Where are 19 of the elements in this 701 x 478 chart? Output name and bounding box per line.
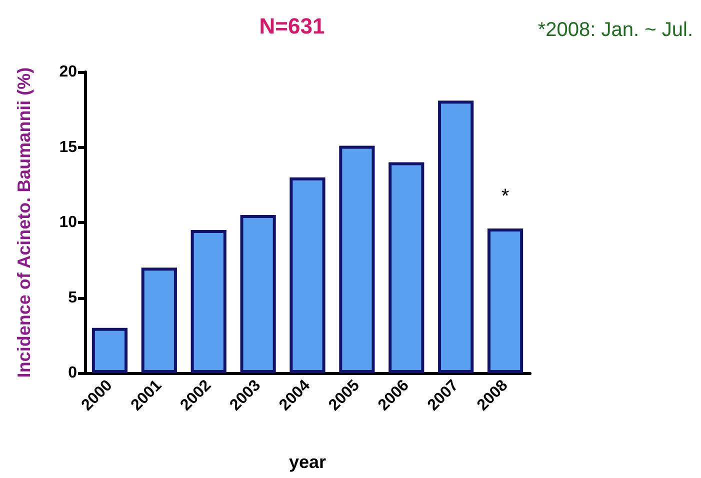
y-axis-title: Incidence of Acineto. Baumannii (%) — [14, 67, 34, 378]
bar — [141, 268, 177, 373]
y-tick-label: 20 — [59, 64, 78, 80]
bar — [487, 228, 524, 373]
x-axis-title: year — [288, 452, 326, 472]
y-tick-label: 15 — [59, 138, 78, 156]
bar — [438, 100, 474, 373]
chart-title: N=631 — [259, 14, 325, 38]
y-tick-label: 5 — [68, 289, 78, 306]
annotation: * — [501, 186, 510, 208]
bar — [339, 146, 375, 373]
y-tick-label: 0 — [68, 364, 78, 382]
bar — [290, 177, 326, 373]
bar — [240, 214, 276, 373]
bar — [388, 162, 424, 373]
bar — [92, 328, 128, 373]
text: *2008: Jan. ~ Jul. — [538, 19, 693, 41]
bar — [190, 230, 226, 373]
y-tick-label: 10 — [59, 214, 78, 231]
